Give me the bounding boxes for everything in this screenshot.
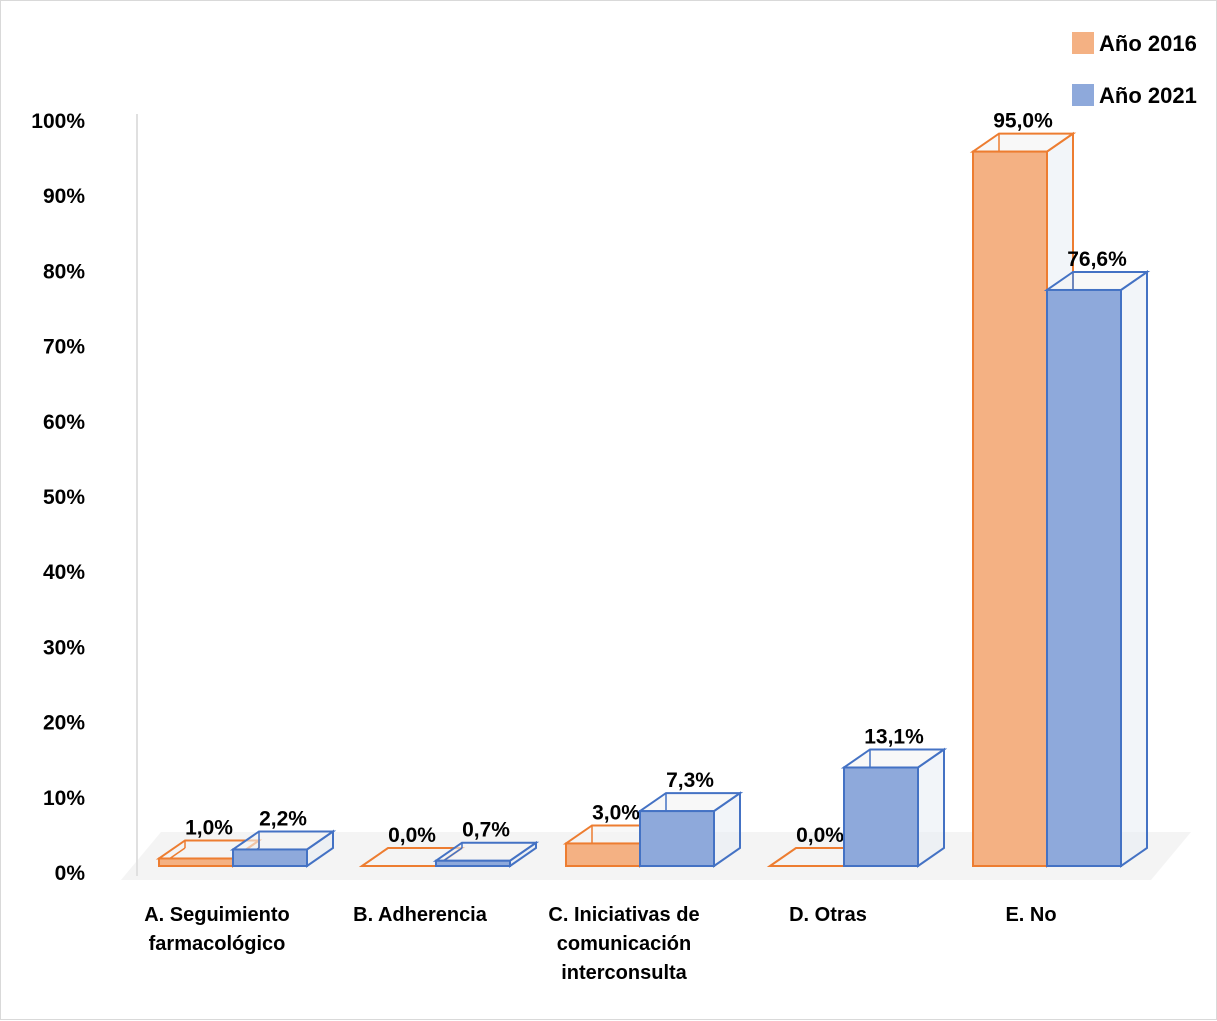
bar-año-2021-4	[1043, 270, 1151, 868]
x-tick-label: D. Otras	[789, 904, 867, 926]
y-tick-label: 40%	[43, 561, 85, 584]
data-label: 13,1%	[864, 725, 924, 748]
y-tick-label: 70%	[43, 336, 85, 359]
legend-swatch	[1072, 84, 1094, 106]
y-tick-label: 90%	[43, 185, 85, 208]
y-tick-label: 10%	[43, 787, 85, 810]
bar-año-2021-0	[229, 829, 337, 868]
data-label: 7,3%	[666, 769, 714, 792]
data-label: 76,6%	[1067, 248, 1127, 271]
y-tick-label: 60%	[43, 411, 85, 434]
bar-año-2021-2	[636, 791, 744, 868]
y-tick-label: 30%	[43, 636, 85, 659]
y-tick-label: 20%	[43, 712, 85, 735]
y-tick-label: 50%	[43, 486, 85, 509]
data-label: 1,0%	[185, 816, 233, 839]
x-tick-label: C. Iniciativas de comunicación interconsul…	[548, 904, 699, 984]
data-label: 0,0%	[388, 824, 436, 847]
x-tick-label: A. Seguimiento farmacológico	[144, 904, 290, 955]
data-label: 3,0%	[592, 801, 640, 824]
data-label: 2,2%	[259, 807, 307, 830]
legend-label: Año 2021	[1099, 83, 1197, 108]
x-tick-label: B. Adherencia	[353, 904, 488, 926]
bar-año-2021-1	[432, 840, 540, 868]
y-tick-label: 100%	[31, 110, 85, 133]
data-label: 0,0%	[796, 824, 844, 847]
x-tick-label: E. No	[1005, 904, 1056, 926]
y-tick-label: 0%	[55, 862, 86, 885]
bar-año-2021-3	[840, 747, 948, 868]
y-tick-label: 80%	[43, 260, 85, 283]
legend-swatch	[1072, 32, 1094, 54]
data-label: 95,0%	[993, 110, 1053, 133]
data-label: 0,7%	[462, 819, 510, 842]
legend-label: Año 2016	[1099, 31, 1197, 56]
